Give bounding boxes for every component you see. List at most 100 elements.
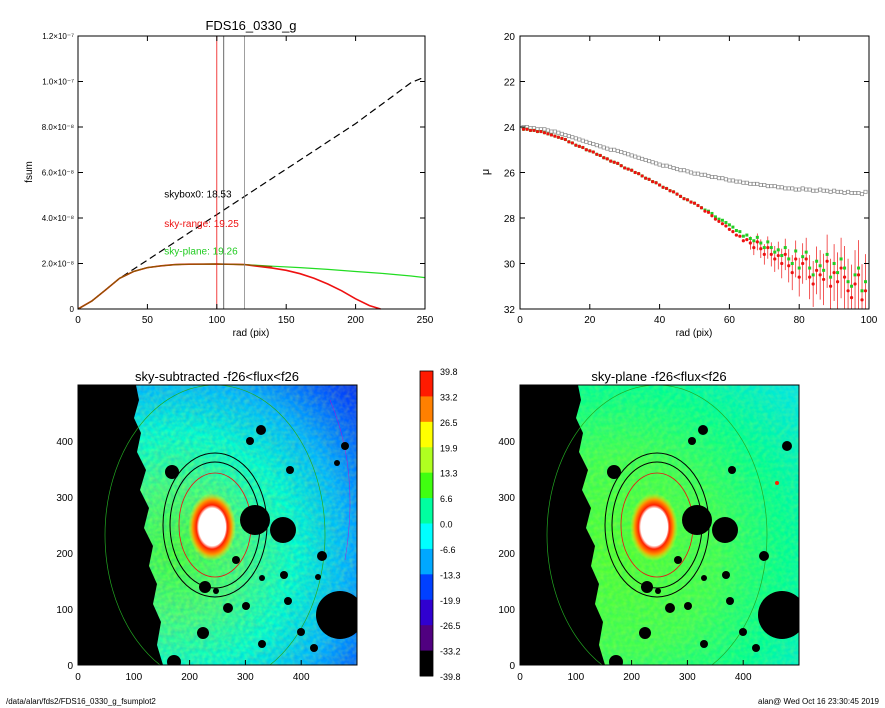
- mu-point-s0: [608, 147, 613, 152]
- mu-point-s2: [671, 190, 676, 194]
- colorbar-label-4: 13.3: [440, 469, 458, 479]
- image-xtick-label-2: 200: [623, 672, 640, 683]
- mu-point-s0: [650, 160, 655, 165]
- mu-point-s1: [829, 275, 833, 279]
- mu-point-s2: [731, 230, 735, 234]
- mu-point-s2: [815, 268, 819, 272]
- mu-point-s0: [814, 188, 819, 193]
- fsum-plot-ylabel: fsum: [24, 161, 35, 183]
- mu-point-s0: [577, 137, 582, 142]
- mu-point-s2: [822, 277, 826, 282]
- mu-point-s0: [594, 143, 599, 148]
- mu-point-s1: [738, 230, 742, 234]
- fsum-ytick-label-4: 8.0×10⁻⁸: [42, 123, 74, 132]
- mu-point-s0: [807, 187, 812, 192]
- mu-point-s2: [720, 222, 725, 226]
- mu-point-s1: [815, 259, 819, 263]
- mu-point-s1: [794, 249, 798, 253]
- mu-point-s0: [626, 152, 631, 157]
- image-ytick-label-0: 0: [67, 661, 73, 672]
- mu-point-s0: [825, 188, 830, 193]
- fsum-ytick-label-6: 1.2×10⁻⁷: [42, 32, 74, 41]
- image-ytick-label-0: 0: [509, 661, 515, 672]
- mu-point-s2: [748, 241, 752, 245]
- mu-point-s1: [734, 229, 738, 233]
- mu-point-s2: [773, 257, 777, 261]
- mu-point-s0: [605, 146, 610, 151]
- mu-point-s0: [765, 184, 770, 189]
- fsum-xtick-label-2: 100: [208, 315, 225, 326]
- mu-ytick-label-1: 22: [504, 78, 516, 89]
- colorbar-swatch-8: [420, 574, 433, 601]
- mu-point-s2: [689, 200, 693, 204]
- footer-timestamp: alan@ Wed Oct 16 23:30:45 2019: [758, 697, 879, 706]
- mu-point-s2: [717, 219, 721, 224]
- image-xtick-label-3: 300: [679, 672, 696, 683]
- colorbar-label-9: -19.9: [440, 596, 461, 606]
- mu-point-s2: [787, 264, 791, 268]
- mu-point-s2: [790, 271, 794, 275]
- mu-point-s0: [716, 176, 721, 181]
- colorbar-label-10: -26.5: [440, 621, 461, 631]
- mu-point-s0: [689, 170, 693, 175]
- mu-point-s0: [856, 191, 861, 195]
- mu-point-s2: [713, 217, 718, 221]
- fsum-series-2: [77, 263, 381, 310]
- mu-point-s1: [720, 218, 724, 222]
- mu-point-s0: [790, 186, 795, 191]
- colorbar-label-0: 39.8: [440, 367, 458, 377]
- mu-point-s0: [668, 164, 673, 169]
- mu-point-s0: [804, 187, 809, 192]
- mu-point-s0: [863, 189, 868, 194]
- mu-point-s1: [846, 280, 850, 284]
- mu-point-s2: [692, 201, 697, 205]
- mu-point-s2: [549, 133, 554, 137]
- mu-point-s2: [640, 174, 644, 178]
- mu-xtick-label-3: 60: [724, 315, 736, 326]
- mu-point-s2: [661, 185, 665, 189]
- mu-point-s1: [783, 246, 787, 250]
- fsum-ytick-label-0: 0: [70, 305, 75, 314]
- mu-point-s0: [685, 169, 690, 174]
- mu-point-s0: [741, 180, 746, 185]
- mu-point-s2: [567, 140, 571, 144]
- surface-brightness-plot: 0 20 40 60 80 100 20 22 24 26 28 30 32 rad (pix) μ: [480, 32, 878, 339]
- sky-plane-image-title: sky-plane -f26<flux<f26: [591, 369, 726, 384]
- mu-point-s2: [706, 210, 711, 214]
- mu-point-s0: [849, 191, 854, 195]
- mu-point-s2: [609, 159, 613, 163]
- mu-point-s0: [818, 187, 823, 192]
- mu-point-s2: [818, 273, 822, 277]
- mu-point-s0: [549, 129, 554, 134]
- mu-point-s2: [759, 247, 763, 251]
- mu-xtick-label-5: 100: [861, 315, 878, 326]
- image-ytick-label-2: 200: [498, 549, 515, 560]
- mu-point-s0: [664, 163, 669, 168]
- mu-point-s0: [643, 158, 648, 162]
- fsum-plot-xlabel: rad (pix): [233, 328, 270, 339]
- mu-point-s2: [853, 282, 857, 286]
- mu-point-s2: [678, 194, 683, 198]
- mu-point-s2: [860, 298, 864, 302]
- mu-point-s0: [776, 185, 781, 190]
- mu-point-s0: [751, 181, 756, 186]
- mu-point-s2: [598, 153, 602, 158]
- mu-point-s2: [745, 238, 749, 242]
- fsum-annotation-2: sky-plane: 19.26: [164, 246, 238, 257]
- mu-point-s1: [710, 211, 714, 215]
- mu-point-s2: [811, 282, 815, 286]
- mu-point-s1: [853, 273, 857, 277]
- mu-point-s0: [692, 171, 697, 176]
- mu-point-s0: [706, 173, 711, 178]
- mu-point-s1: [860, 289, 864, 293]
- image-xtick-label-1: 100: [125, 672, 142, 683]
- colorbar-label-7: -6.6: [440, 545, 456, 555]
- surface-brightness-plot-xlabel: rad (pix): [676, 328, 713, 339]
- mu-point-s0: [779, 185, 784, 190]
- mu-point-s0: [699, 172, 704, 177]
- colorbar-label-11: -33.2: [440, 647, 461, 657]
- mu-point-s2: [581, 145, 585, 150]
- mu-point-s2: [762, 252, 766, 256]
- mu-ytick-label-2: 24: [504, 123, 516, 134]
